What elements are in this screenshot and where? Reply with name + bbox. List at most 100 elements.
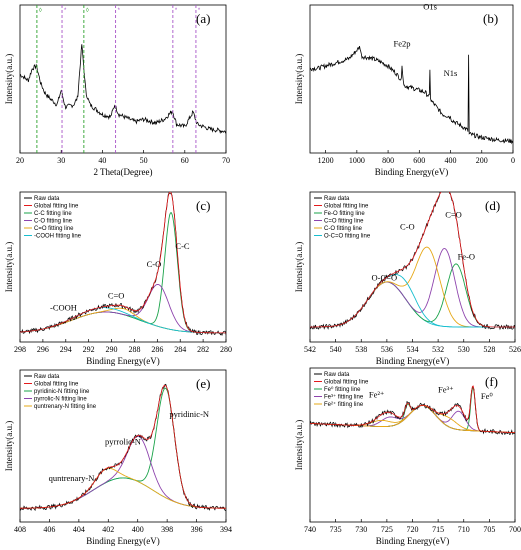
x-tick-label: 286: [151, 345, 163, 354]
reference-marker: *: [175, 8, 178, 14]
raw-data-line: [310, 386, 515, 436]
x-tick-label: 282: [197, 345, 209, 354]
x-tick-label: 710: [458, 525, 470, 534]
y-axis-label: Intensity(a.u.): [294, 420, 304, 470]
peak-annotation: O1s: [423, 1, 437, 11]
x-tick-label: 400: [445, 156, 457, 165]
x-axis-label: Binding Energy(eV): [375, 167, 449, 177]
x-tick-label: 398: [161, 525, 173, 534]
x-tick-label: 526: [509, 345, 521, 354]
x-tick-label: 406: [43, 525, 55, 534]
peak-annotation: C-C: [175, 241, 190, 251]
x-axis-label: 2 Theta(Degree): [93, 167, 152, 177]
legend-entry: C-O fitting line: [34, 219, 73, 225]
x-tick-label: 200: [476, 156, 488, 165]
legend-entry: -COOH fitting line: [34, 234, 82, 240]
peak-annotation: C-O: [147, 259, 162, 269]
x-tick-label: 40: [98, 156, 106, 165]
legend-entry: Raw data: [324, 196, 350, 202]
reference-marker: *: [118, 8, 121, 14]
reference-marker: ◊: [39, 7, 42, 14]
y-axis-label: Intensity(a.u.): [4, 421, 14, 471]
legend-entry: Fe⁰ fitting line: [324, 386, 361, 393]
x-tick-label: 402: [102, 525, 114, 534]
panel-a: 20 30 40 50 60 70 2 Theta(Degree) Intensity(a.u…: [4, 4, 230, 177]
peak-annotation: Fe²⁺: [369, 389, 385, 399]
x-tick-label: 1000: [349, 156, 365, 165]
peak-annotation: C-O: [400, 222, 415, 232]
legend-entry: Global fitting line: [324, 204, 369, 210]
x-tick-label: 280: [220, 345, 232, 354]
peak-annotation: N1s: [444, 68, 458, 78]
x-tick-label: 1200: [318, 156, 334, 165]
x-tick-label: 284: [174, 345, 186, 354]
reference-marker: ◊: [86, 7, 89, 14]
y-axis-label: Intensity(a.u.): [294, 54, 304, 104]
global-fit-line: [20, 192, 226, 334]
peak-annotation: pyrrolic-N: [105, 436, 141, 446]
x-axis-label: Binding Energy(eV): [376, 356, 450, 366]
plot-frame: [19, 369, 227, 523]
panel-f: 740 735 730 725 720 715 710 705 700 Binding Energ…: [294, 367, 521, 546]
x-tick-label: 400: [132, 525, 144, 534]
reference-marker: *: [64, 8, 67, 14]
peak-annotation: pyridinic-N: [169, 409, 209, 419]
legend-entry: Raw data: [34, 374, 60, 380]
x-tick-label: 534: [407, 345, 419, 354]
data-series: [20, 44, 226, 134]
x-tick-label: 288: [128, 345, 140, 354]
peak-annotation: Fe³⁺: [438, 385, 454, 395]
peak-annotation: quntrenary-N: [49, 473, 95, 483]
x-tick-label: 540: [330, 345, 342, 354]
legend-entry: pyrrolic-N fitting line: [34, 397, 87, 403]
x-tick-label: 528: [483, 345, 495, 354]
panel-label: (e): [196, 376, 210, 391]
y-axis-label: Intensity(a.u.): [4, 54, 14, 104]
x-tick-label: 730: [355, 525, 367, 534]
global-fit-line: [310, 192, 515, 328]
panel-c: 298 296 294 292 290 288 286 284 282 280 Binding En…: [4, 191, 232, 366]
x-tick-label: 530: [458, 345, 470, 354]
x-tick-label: 290: [106, 345, 118, 354]
legend-entry: Raw data: [34, 196, 60, 202]
x-axis-label: Binding Energy(eV): [86, 356, 160, 366]
peak-annotation: C=O: [108, 291, 125, 301]
legend-entry: Global fitting line: [324, 380, 369, 386]
x-tick-label: 20: [16, 156, 24, 165]
x-tick-label: 396: [191, 525, 203, 534]
reference-marker: *: [198, 8, 201, 14]
x-tick-label: 600: [413, 156, 425, 165]
x-tick-label: 725: [381, 525, 393, 534]
x-tick-label: 720: [407, 525, 419, 534]
x-tick-label: 700: [509, 525, 521, 534]
x-tick-label: 735: [330, 525, 342, 534]
x-tick-label: 60: [181, 156, 189, 165]
legend-entry: O-C=O fitting line: [324, 234, 371, 240]
plot-frame: [19, 191, 227, 343]
x-tick-label: 536: [381, 345, 393, 354]
panel-label: (a): [196, 11, 210, 26]
x-tick-label: 50: [140, 156, 148, 165]
panel-label: (b): [483, 11, 498, 26]
x-tick-label: 30: [57, 156, 65, 165]
x-tick-label: 394: [220, 525, 232, 534]
x-tick-label: 294: [60, 345, 72, 354]
peak-annotation: C=O: [445, 210, 462, 220]
plot-frame: [19, 4, 227, 154]
legend-entry: pyridinic-N fitting line: [34, 389, 90, 395]
panel-label: (d): [485, 198, 500, 213]
x-tick-label: 740: [304, 525, 316, 534]
panel-e: 408 406 404 402 400 398 396 394 Binding Energy(e…: [4, 369, 232, 546]
x-tick-label: 715: [432, 525, 444, 534]
legend-entry: Fe³⁺ fitting line: [324, 394, 364, 401]
y-axis-label: Intensity(a.u.): [294, 242, 304, 292]
fit-peak-fe-o: [310, 263, 515, 328]
x-tick-label: 705: [483, 525, 495, 534]
plot-frame: [309, 4, 514, 154]
legend-entry: C=O fitting line: [34, 226, 74, 232]
x-tick-label: 800: [382, 156, 394, 165]
